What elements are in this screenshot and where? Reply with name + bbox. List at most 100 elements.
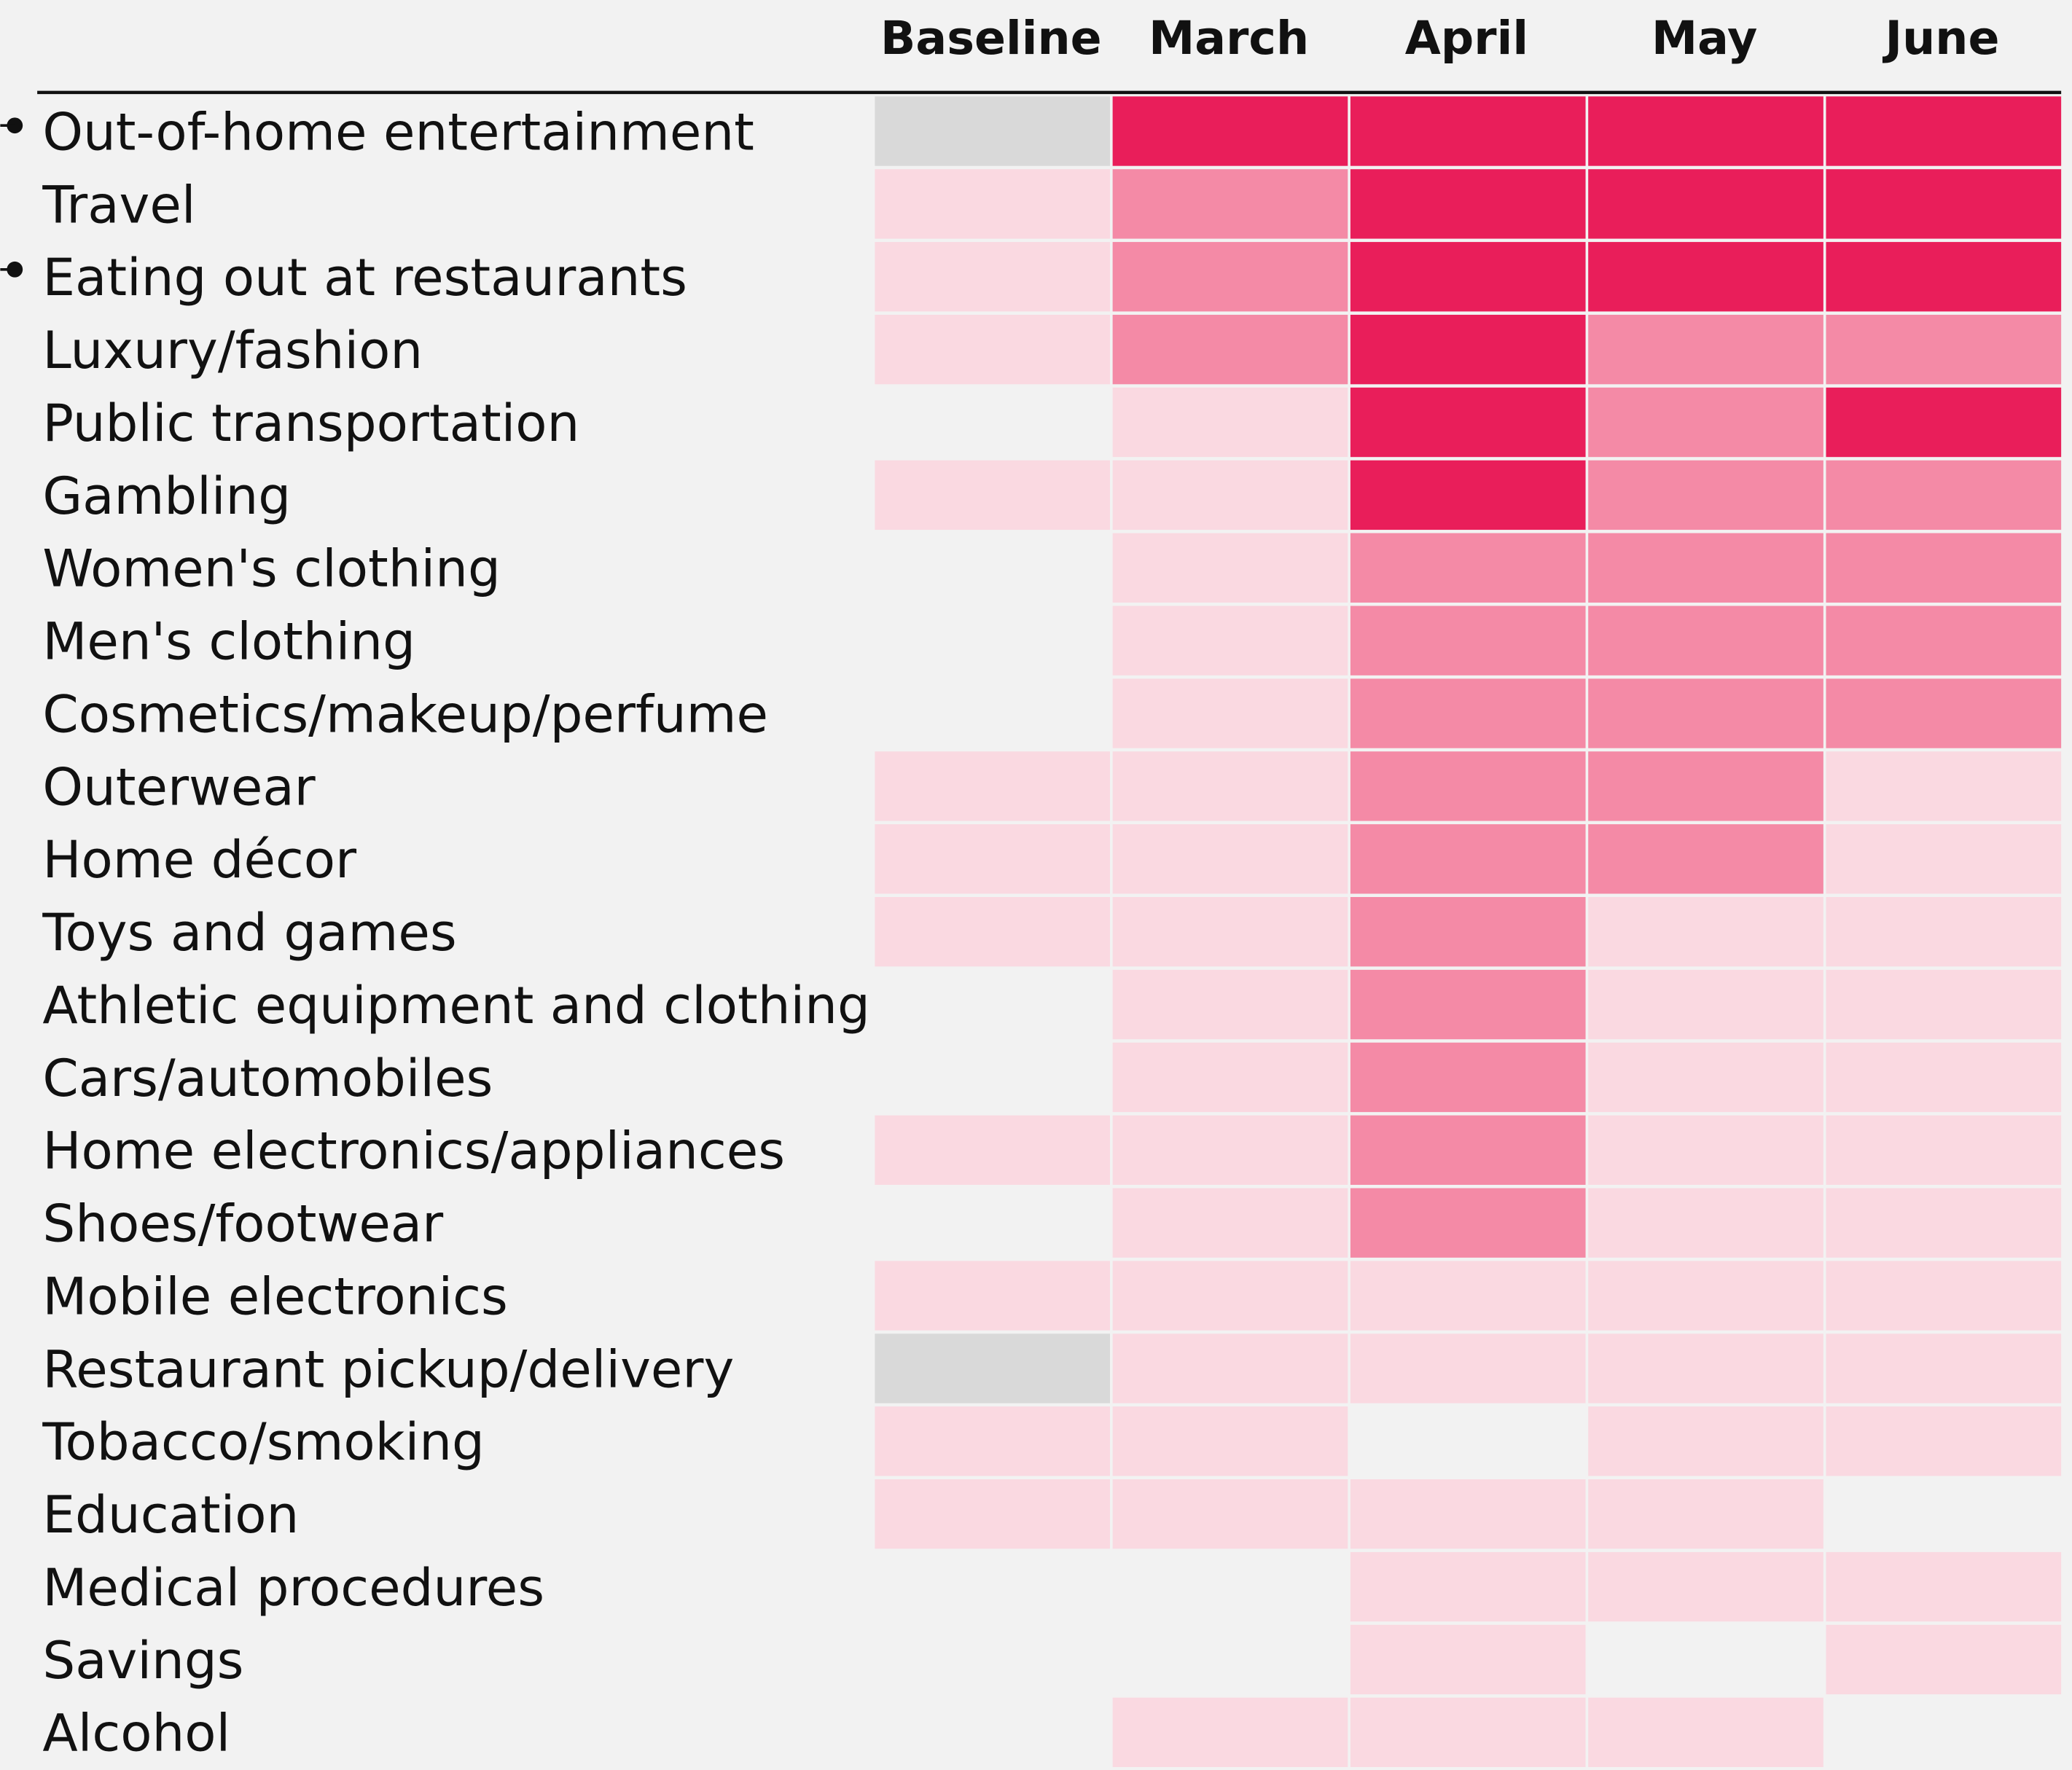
heat-cell — [1588, 751, 1823, 821]
heat-cell — [1350, 1479, 1586, 1549]
column-header: Baseline — [880, 11, 1102, 65]
heat-cell — [1350, 460, 1586, 530]
heat-cell — [875, 824, 1111, 894]
row-label: Cars/automobiles — [42, 1048, 493, 1108]
heat-cell — [1112, 169, 1348, 239]
heat-cell — [1588, 1334, 1823, 1403]
heat-cell — [1588, 1042, 1823, 1113]
heat-cell — [1826, 96, 2062, 166]
heat-cell — [1350, 751, 1586, 821]
heat-cell — [1112, 1479, 1348, 1549]
heat-cell — [1350, 678, 1586, 748]
heat-cell — [1826, 606, 2062, 676]
row-label: Outerwear — [42, 756, 316, 817]
heat-cell — [1350, 1334, 1586, 1403]
heat-cell — [1826, 751, 2062, 821]
heat-cell — [1588, 606, 1823, 676]
heat-cell — [1112, 96, 1348, 166]
heat-cell — [1112, 1334, 1348, 1403]
heat-cell — [875, 96, 1111, 166]
heat-cell — [1588, 824, 1823, 894]
row-label: Cosmetics/makeup/perfume — [42, 684, 768, 744]
row-label: Tobacco/smoking — [42, 1411, 485, 1472]
column-header: March — [1149, 11, 1309, 65]
heat-cell — [1826, 1115, 2062, 1185]
row-label: Toys and games — [42, 902, 456, 963]
heat-cell — [1588, 1188, 1823, 1258]
row-label: Men's clothing — [42, 611, 415, 672]
heat-cell — [1826, 1406, 2062, 1476]
heat-cell — [1350, 896, 1586, 967]
heat-cell — [1350, 1188, 1586, 1258]
heat-cell — [1826, 1042, 2062, 1113]
heat-cell — [1588, 896, 1823, 967]
heat-cell — [1112, 1115, 1348, 1185]
row-label: Eating out at restaurants — [42, 247, 687, 308]
heat-cell — [875, 242, 1111, 312]
row-label: Mobile electronics — [42, 1266, 507, 1326]
row-label: Public transportation — [42, 393, 579, 453]
heat-cell — [875, 1115, 1111, 1185]
heat-cell — [1350, 824, 1586, 894]
heat-cell — [1350, 1624, 1586, 1695]
heat-cell — [1350, 1042, 1586, 1113]
heat-cell — [1112, 896, 1348, 967]
heat-cell — [1112, 751, 1348, 821]
row-label: Luxury/fashion — [42, 320, 423, 380]
heat-cell — [1826, 169, 2062, 239]
heat-cell — [1112, 969, 1348, 1040]
row-label: Gambling — [42, 466, 291, 526]
heat-cell — [1112, 1188, 1348, 1258]
row-label: Travel — [42, 174, 195, 235]
heat-cell — [1112, 1042, 1348, 1113]
heat-cell — [1826, 824, 2062, 894]
heat-cell — [1112, 314, 1348, 385]
heat-cell — [875, 1479, 1111, 1549]
heat-cell — [1588, 1406, 1823, 1476]
heat-cell — [875, 1261, 1111, 1331]
heat-cell — [1826, 1551, 2062, 1622]
heat-cell — [1588, 678, 1823, 748]
heat-cell — [1350, 1115, 1586, 1185]
heat-cell — [1350, 969, 1586, 1040]
row-label: Education — [42, 1484, 299, 1545]
heat-cell — [875, 460, 1111, 530]
heat-cell — [875, 169, 1111, 239]
heat-cell — [875, 1334, 1111, 1403]
column-header: June — [1883, 11, 2000, 65]
heat-cell — [1350, 387, 1586, 458]
row-label: Home décor — [42, 829, 357, 890]
heat-cell — [1826, 678, 2062, 748]
heat-cell — [1350, 1261, 1586, 1331]
heat-cell — [1826, 1624, 2062, 1695]
heat-cell — [1588, 96, 1823, 166]
heat-cell — [1112, 824, 1348, 894]
heat-cell — [1826, 242, 2062, 312]
heat-cell — [1826, 314, 2062, 385]
row-label: Alcohol — [42, 1703, 230, 1763]
heat-cell — [1826, 1188, 2062, 1258]
heat-cell — [875, 1406, 1111, 1476]
row-label: Shoes/footwear — [42, 1194, 444, 1254]
row-label: Restaurant pickup/delivery — [42, 1339, 734, 1399]
heat-cell — [1350, 1551, 1586, 1622]
heat-cell — [1112, 460, 1348, 530]
heat-cell — [1588, 314, 1823, 385]
heat-cell — [1826, 1334, 2062, 1403]
row-label: Savings — [42, 1630, 243, 1691]
row-label: Out-of-home entertainment — [42, 101, 754, 162]
row-label: Medical procedures — [42, 1557, 544, 1618]
heat-cell — [1112, 242, 1348, 312]
heat-cell — [1112, 606, 1348, 676]
heat-cell — [1588, 1551, 1823, 1622]
column-header: May — [1651, 11, 1757, 65]
column-header: April — [1405, 11, 1528, 65]
heat-cell — [875, 314, 1111, 385]
heat-cell — [1826, 387, 2062, 458]
heat-cell — [1826, 969, 2062, 1040]
row-label: Women's clothing — [42, 539, 500, 599]
heat-cell — [1826, 460, 2062, 530]
heat-cell — [1112, 1406, 1348, 1476]
